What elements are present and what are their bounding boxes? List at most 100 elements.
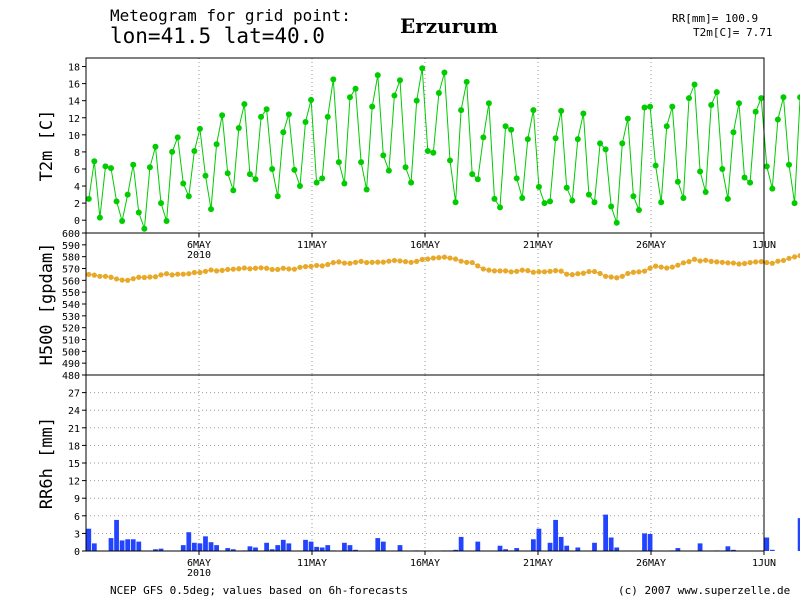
h500-point (130, 276, 136, 282)
rr6h-bar (553, 519, 558, 551)
t2m-point (241, 101, 248, 108)
y-tick-label: 540 (62, 300, 80, 311)
y-tick-label: 560 (62, 276, 80, 287)
h500-point (653, 263, 659, 269)
t2m-point (613, 219, 620, 226)
h500-point (547, 268, 553, 274)
h500-point (564, 271, 570, 277)
t2m-point (574, 136, 581, 143)
rr6h-bar (458, 536, 464, 551)
h500-point (519, 267, 525, 273)
h500-point (108, 274, 114, 280)
rr6h-bar (380, 541, 386, 551)
t2m-point (730, 129, 737, 136)
y-tick-label: 12 (68, 114, 80, 125)
footer-credit: (c) 2007 www.superzelle.de (618, 584, 791, 597)
h500-point (591, 268, 598, 275)
h500-point (502, 268, 509, 274)
y-tick-label: 520 (62, 324, 80, 335)
h500-point (125, 277, 131, 283)
h500-point (136, 274, 142, 280)
t2m-point (346, 94, 353, 101)
rr6h-bar (575, 547, 581, 551)
rr6h-bar (303, 539, 308, 551)
rr6h-bar (592, 542, 597, 551)
t2m-point (791, 200, 798, 207)
t2m-point (135, 209, 142, 216)
t2m-point (724, 195, 731, 202)
h500-point (464, 259, 470, 265)
h500-point (180, 271, 186, 277)
t2m-point (497, 204, 504, 211)
y-axis-label: T2m [C] (37, 110, 57, 182)
rr6h-bar (197, 543, 203, 551)
x-tick-sublabel: 2010 (187, 568, 211, 579)
h500-point (386, 258, 392, 264)
t2m-point (508, 126, 515, 133)
rr6h-bar (286, 543, 292, 551)
rr6h-bar (453, 549, 458, 551)
t2m-point (113, 198, 120, 205)
t2m-point (530, 107, 537, 114)
h500-point (758, 259, 764, 265)
t2m-point (713, 89, 720, 96)
h500-point (569, 272, 575, 278)
h500-point (703, 257, 709, 263)
rr6h-bar (353, 549, 358, 551)
t2m-point (458, 107, 465, 114)
t2m-point (697, 168, 704, 175)
h500-point (86, 271, 92, 278)
t2m-point (519, 195, 526, 201)
t2m-point (119, 218, 126, 225)
t2m-point (369, 103, 376, 110)
h500-point (753, 259, 759, 265)
t2m-point (302, 119, 309, 126)
rr6h-bar (264, 542, 269, 551)
rr6h-bar (130, 539, 136, 551)
h500-point (236, 266, 242, 272)
h500-point (530, 269, 536, 275)
h500-point (152, 274, 159, 280)
t2m-point (285, 111, 292, 118)
t2m-point (558, 107, 565, 114)
h500-point (91, 272, 97, 278)
t2m-point (96, 214, 103, 221)
h500-point (497, 268, 503, 274)
h500-point (797, 253, 800, 259)
t2m-point (208, 206, 215, 213)
y-tick-label: 480 (62, 371, 80, 382)
t2m-series-line (88, 68, 800, 229)
t2m-point (735, 100, 742, 107)
t2m-point (624, 115, 631, 122)
h500-point (425, 256, 431, 262)
rr6h-bar (764, 537, 770, 551)
rr6h-bar (497, 545, 503, 551)
h500-point (447, 255, 453, 261)
h500-point (141, 274, 147, 281)
t2m-point (569, 197, 576, 204)
rr6h-bar (325, 545, 331, 551)
h500-point (102, 273, 109, 279)
h500-point (163, 271, 170, 277)
t2m-point (513, 175, 520, 182)
rr6h-bar (136, 541, 142, 551)
y-tick-label: 10 (68, 131, 80, 142)
t2m-point (258, 113, 265, 120)
h500-point (230, 266, 236, 272)
t2m-point (669, 103, 676, 110)
t2m-point (424, 148, 431, 155)
rr6h-bar (675, 548, 681, 551)
x-tick-label: 6MAY (187, 240, 211, 251)
t2m-point (141, 225, 148, 232)
rr6h-bar (186, 532, 192, 551)
t2m-point (524, 136, 531, 143)
t2m-point (597, 140, 604, 147)
t2m-point (291, 166, 298, 173)
t2m-point (541, 200, 548, 207)
t2m-point (396, 77, 403, 84)
rr6h-bar (225, 548, 231, 551)
t2m-point (330, 76, 337, 83)
t2m-point (585, 191, 592, 198)
t2m-point (769, 185, 776, 192)
t2m-point (702, 189, 709, 196)
